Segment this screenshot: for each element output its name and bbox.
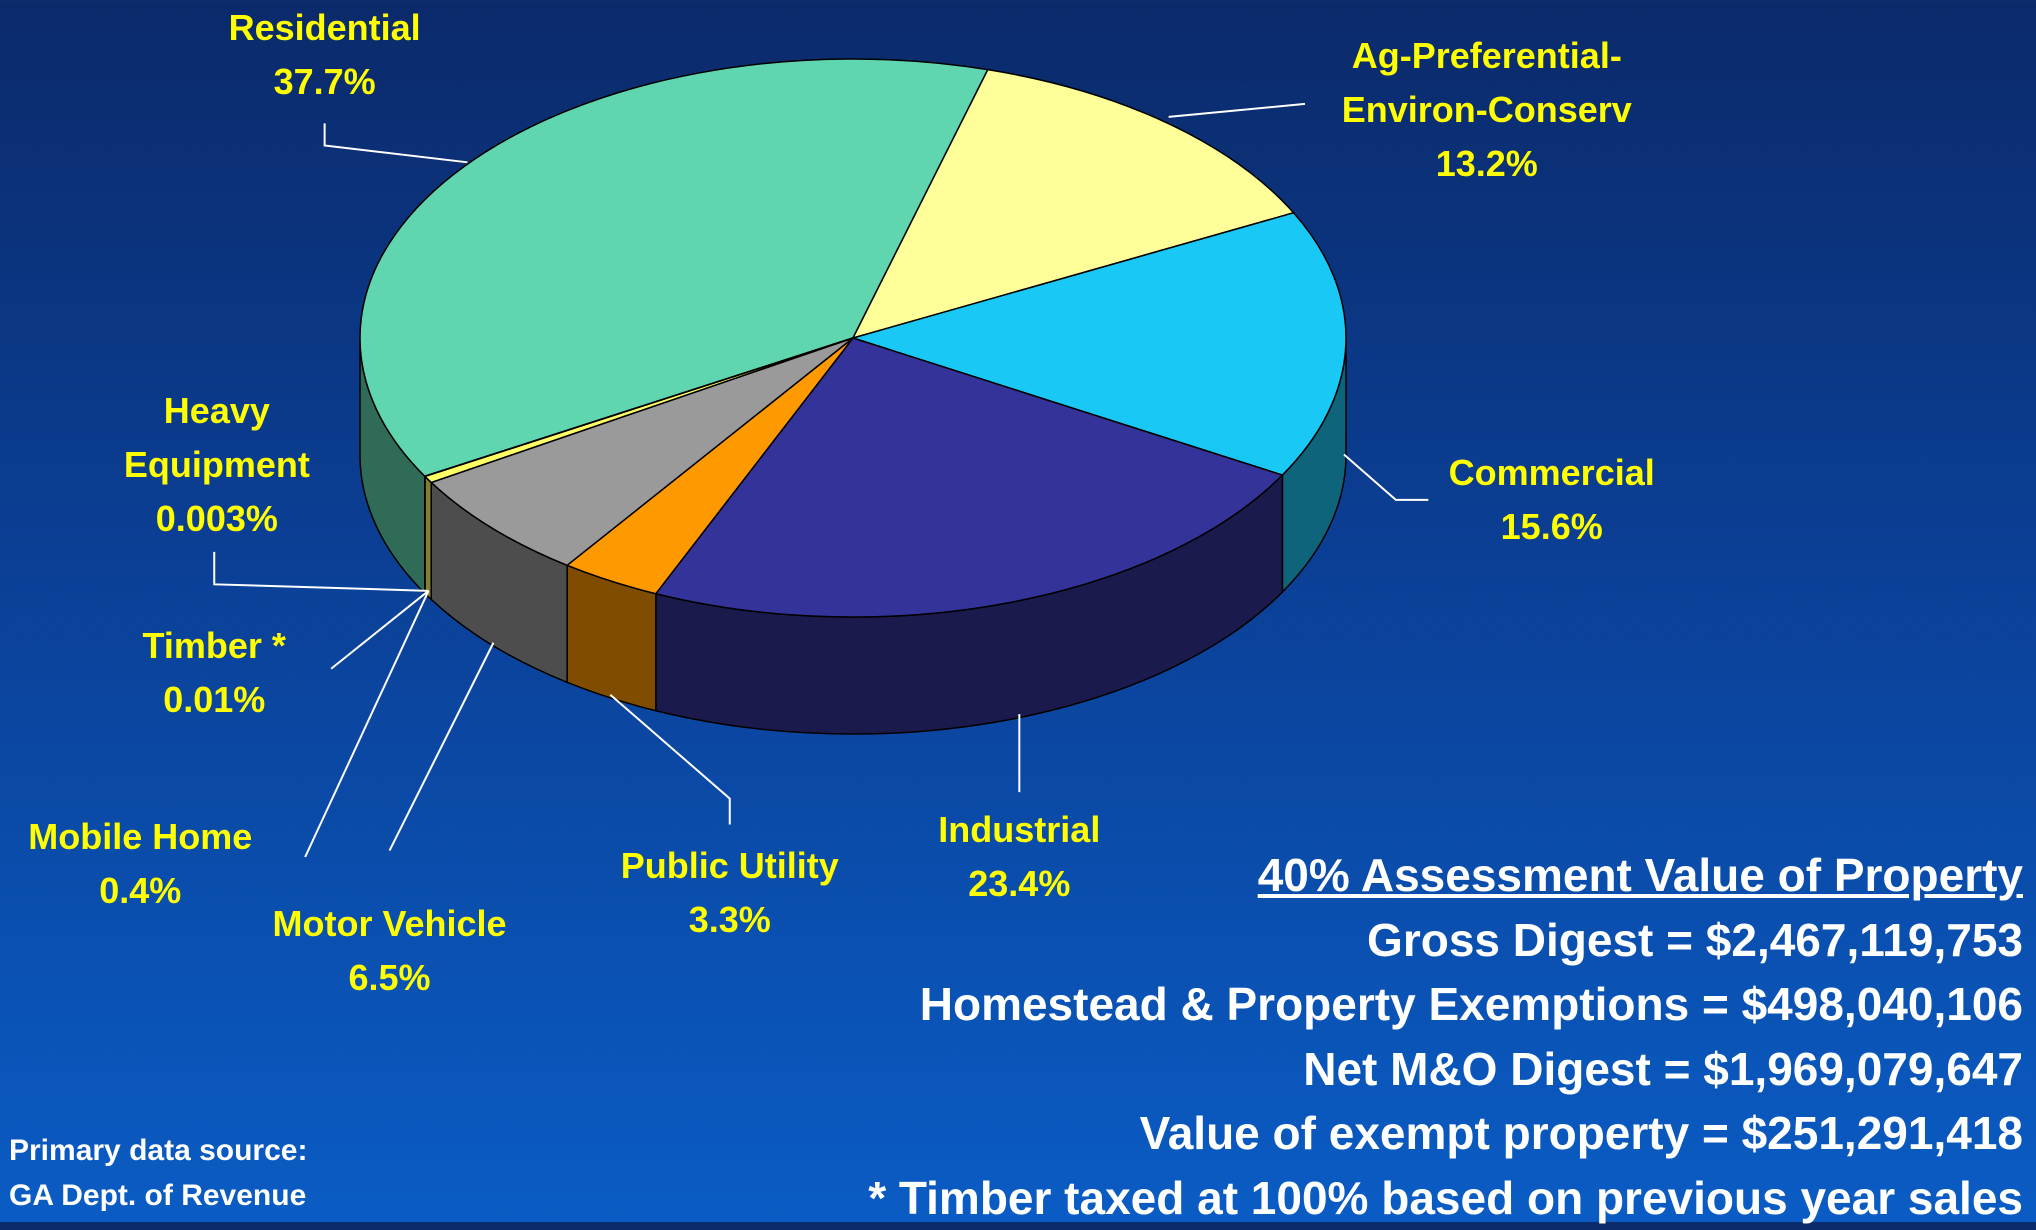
value-label: 3.3% (621, 893, 839, 947)
category-label: Mobile Home (28, 810, 252, 864)
value-label: 0.4% (28, 864, 252, 918)
category-label: Public Utility (621, 839, 839, 893)
info-line: Homestead & Property Exemptions = $498,0… (868, 972, 2023, 1037)
source-note: Primary data source: GA Dept. of Revenue (9, 1128, 307, 1218)
source-line: GA Dept. of Revenue (9, 1173, 307, 1218)
info-line: Gross Digest = $2,467,119,753 (868, 908, 2023, 973)
source-line: Primary data source: (9, 1128, 307, 1173)
value-label: 0.01% (143, 673, 286, 727)
value-label: 37.7% (229, 55, 421, 109)
value-label: 6.5% (273, 951, 507, 1005)
info-block: 40% Assessment Value of Property Gross D… (868, 843, 2023, 1230)
info-line: * Timber taxed at 100% based on previous… (868, 1166, 2023, 1230)
leader-line (1344, 454, 1428, 499)
value-label: 13.2% (1307, 137, 1667, 191)
leader-line (325, 123, 468, 162)
category-label: Commercial (1449, 446, 1655, 500)
leader-line (305, 591, 428, 857)
value-label: 0.003% (102, 492, 332, 546)
slice-label: Timber *0.01% (143, 619, 286, 727)
info-line: Value of exempt property = $251,291,418 (868, 1101, 2023, 1166)
leader-line (390, 643, 494, 851)
category-label: Heavy Equipment (102, 384, 332, 492)
info-line: Net M&O Digest = $1,969,079,647 (868, 1037, 2023, 1102)
leader-line (1169, 104, 1305, 117)
category-label: Ag-Preferential-Environ-Conserv (1307, 29, 1667, 137)
category-label: Residential (229, 1, 421, 55)
leader-line (331, 591, 428, 669)
category-label: Timber * (143, 619, 286, 673)
slice-side (425, 476, 431, 599)
value-label: 15.6% (1449, 500, 1655, 554)
info-title: 40% Assessment Value of Property (868, 843, 2023, 908)
category-label: Motor Vehicle (273, 897, 507, 951)
